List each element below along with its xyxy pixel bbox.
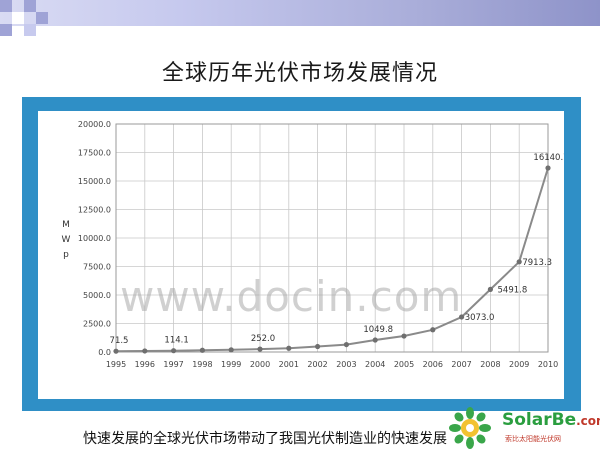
solarbe-logo-icon [449, 407, 491, 449]
y-tick-label: 17500.0 [78, 149, 111, 158]
y-tick-label: 0.0 [98, 348, 111, 357]
data-point [228, 347, 234, 353]
x-tick-label: 2003 [336, 360, 356, 369]
data-point [401, 333, 407, 339]
y-axis-label-char: p [63, 250, 69, 260]
x-tick-label: 1999 [221, 360, 241, 369]
data-point [142, 348, 148, 354]
x-tick-label: 1998 [192, 360, 212, 369]
data-label: 114.1 [164, 336, 188, 346]
data-label: 71.5 [110, 336, 129, 346]
data-label: 7913.3 [522, 258, 552, 268]
x-tick-label: 2002 [307, 360, 327, 369]
x-tick-label: 2008 [480, 360, 500, 369]
data-point [315, 343, 321, 350]
x-tick-label: 2005 [394, 360, 414, 369]
y-axis-label-char: M [62, 220, 70, 230]
logo-subtitle: 索比太阳能光伏网 [505, 435, 561, 443]
y-tick-label: 2500.0 [83, 320, 111, 329]
data-label: 3073.0 [465, 313, 495, 323]
y-tick-label: 20000.0 [78, 120, 111, 129]
header-gradient-bar [0, 0, 600, 26]
y-tick-label: 7500.0 [83, 263, 111, 272]
x-tick-label: 2007 [451, 360, 471, 369]
data-point [516, 259, 522, 265]
x-tick-label: 2000 [250, 360, 270, 369]
data-point [487, 286, 493, 292]
plot-frame [115, 123, 549, 353]
data-label: 1049.8 [363, 325, 393, 335]
watermark-text: www.docin.com [120, 272, 463, 321]
data-point [545, 165, 551, 171]
data-point [257, 346, 263, 352]
data-label: 252.0 [251, 334, 275, 344]
data-point [113, 348, 119, 354]
data-point [343, 341, 349, 348]
x-tick-label: 2001 [279, 360, 299, 369]
x-tick-label: 2006 [423, 360, 443, 369]
data-point [171, 348, 177, 354]
data-label: 5491.8 [498, 285, 528, 295]
data-point [459, 314, 465, 320]
x-tick-label: 2010 [538, 360, 558, 369]
y-axis-label-char: W [62, 235, 71, 245]
y-tick-label: 12500.0 [78, 206, 111, 215]
logo-wordmark: SolarBe.com [502, 410, 600, 430]
line-chart: 71.5 114.1 252.0 1049.8 3073.0 5491.8 7913.3 16… [62, 120, 564, 369]
y-tick-label: 10000.0 [78, 234, 111, 243]
data-point [430, 327, 436, 333]
x-tick-label: 2004 [365, 360, 385, 369]
series-line [115, 167, 549, 353]
data-label: 16140.7 [533, 153, 564, 163]
y-tick-label: 5000.0 [83, 291, 111, 300]
data-point [199, 347, 205, 353]
x-tick-label: 1997 [163, 360, 183, 369]
x-tick-label: 2009 [509, 360, 529, 369]
data-point [372, 337, 378, 343]
data-point [286, 345, 292, 351]
slide-title: 全球历年光伏市场发展情况 [161, 61, 438, 86]
y-tick-label: 15000.0 [78, 177, 111, 186]
corner-checker-decoration [0, 0, 50, 40]
slide-caption: 快速发展的全球光伏市场带动了我国光伏制造业的快速发展 [83, 431, 447, 447]
x-tick-label: 1995 [106, 360, 126, 369]
x-tick-label: 1996 [135, 360, 155, 369]
